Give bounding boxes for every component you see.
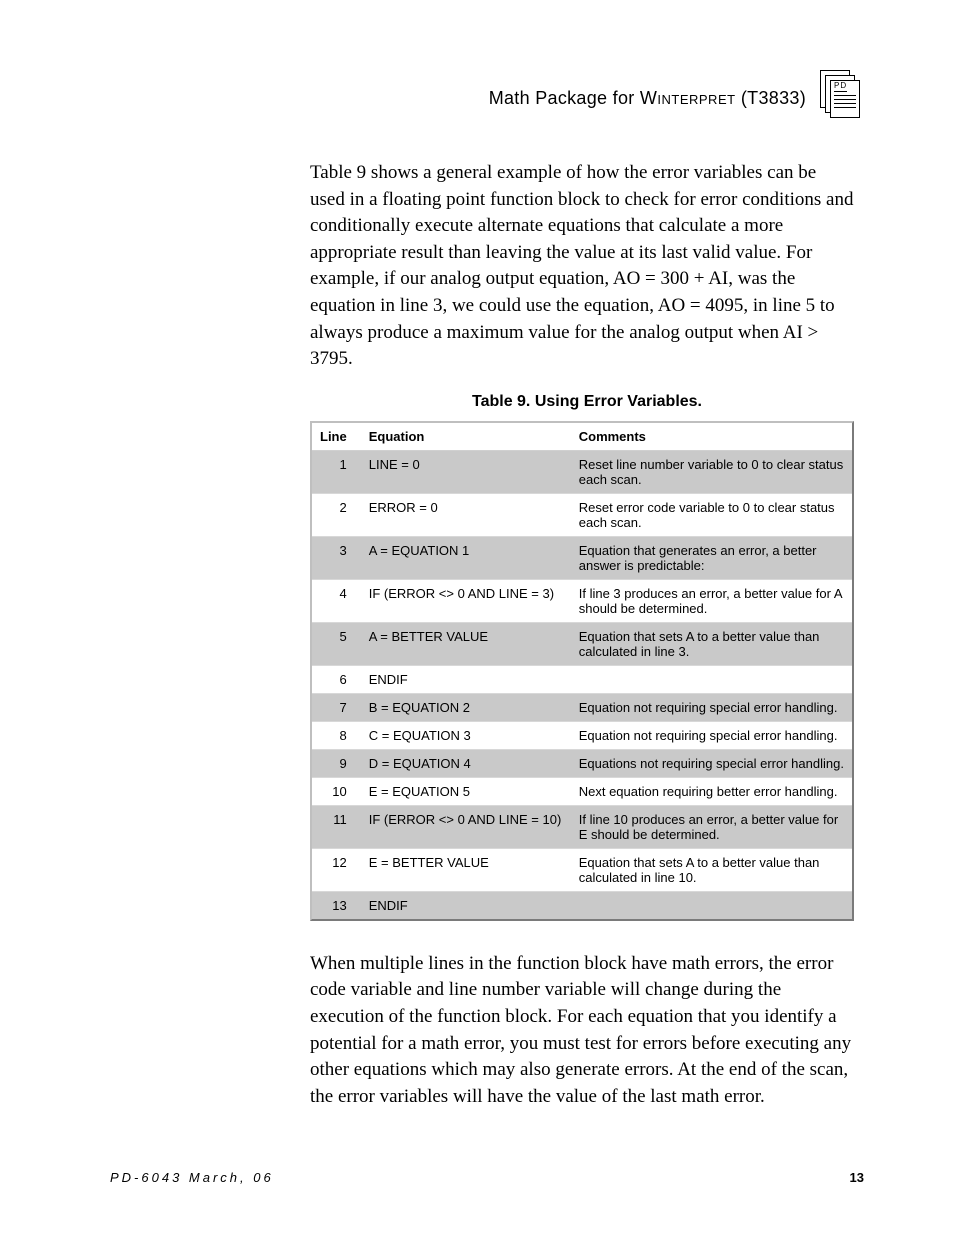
table-row: 4IF (ERROR <> 0 AND LINE = 3)If line 3 p…	[312, 579, 852, 622]
intro-paragraph: Table 9 shows a general example of how t…	[310, 160, 854, 373]
cell-line: 11	[312, 805, 361, 848]
error-variables-table-wrap: Line Equation Comments 1LINE = 0Reset li…	[310, 421, 854, 921]
footer-page-number: 13	[850, 1170, 864, 1185]
cell-line: 4	[312, 579, 361, 622]
cell-line: 5	[312, 622, 361, 665]
header-title: Math Package for Winterpret (T3833)	[489, 88, 806, 109]
cell-comment: Equation that generates an error, a bett…	[571, 536, 852, 579]
cell-line: 7	[312, 693, 361, 721]
col-header-line: Line	[312, 423, 361, 451]
cell-line: 10	[312, 777, 361, 805]
table-row: 13ENDIF	[312, 891, 852, 919]
footer-doc-id: PD-6043 March, 06	[110, 1170, 274, 1185]
cell-line: 9	[312, 749, 361, 777]
cell-equation: ERROR = 0	[361, 493, 571, 536]
cell-comment	[571, 665, 852, 693]
table-row: 5A = BETTER VALUEEquation that sets A to…	[312, 622, 852, 665]
table-caption: Table 9. Using Error Variables.	[310, 393, 864, 411]
cell-line: 3	[312, 536, 361, 579]
table-row: 10E = EQUATION 5Next equation requiring …	[312, 777, 852, 805]
table-row: 1LINE = 0Reset line number variable to 0…	[312, 450, 852, 493]
pd-icon-label: PD	[834, 82, 847, 92]
cell-equation: A = EQUATION 1	[361, 536, 571, 579]
table-row: 8C = EQUATION 3Equation not requiring sp…	[312, 721, 852, 749]
title-pre: Math Package for	[489, 88, 640, 108]
cell-equation: IF (ERROR <> 0 AND LINE = 3)	[361, 579, 571, 622]
cell-equation: E = BETTER VALUE	[361, 848, 571, 891]
cell-line: 8	[312, 721, 361, 749]
title-smallcaps: Winterpret	[640, 88, 736, 108]
table-row: 7B = EQUATION 2Equation not requiring sp…	[312, 693, 852, 721]
cell-line: 12	[312, 848, 361, 891]
cell-comment: If line 3 produces an error, a better va…	[571, 579, 852, 622]
error-variables-table: Line Equation Comments 1LINE = 0Reset li…	[312, 423, 852, 919]
table-header-row: Line Equation Comments	[312, 423, 852, 451]
cell-comment: Reset line number variable to 0 to clear…	[571, 450, 852, 493]
cell-equation: C = EQUATION 3	[361, 721, 571, 749]
table-row: 11IF (ERROR <> 0 AND LINE = 10)If line 1…	[312, 805, 852, 848]
cell-comment: Reset error code variable to 0 to clear …	[571, 493, 852, 536]
cell-comment: Equation not requiring special error han…	[571, 721, 852, 749]
cell-equation: D = EQUATION 4	[361, 749, 571, 777]
table-row: 6ENDIF	[312, 665, 852, 693]
title-code: (T3833)	[736, 88, 806, 108]
table-row: 9D = EQUATION 4Equations not requiring s…	[312, 749, 852, 777]
cell-line: 2	[312, 493, 361, 536]
col-header-comments: Comments	[571, 423, 852, 451]
cell-equation: LINE = 0	[361, 450, 571, 493]
pd-stack-icon: PD	[820, 70, 864, 120]
col-header-equation: Equation	[361, 423, 571, 451]
cell-comment: If line 10 produces an error, a better v…	[571, 805, 852, 848]
cell-line: 13	[312, 891, 361, 919]
cell-comment: Equation that sets A to a better value t…	[571, 848, 852, 891]
cell-equation: ENDIF	[361, 891, 571, 919]
cell-comment: Equation not requiring special error han…	[571, 693, 852, 721]
cell-comment: Equation that sets A to a better value t…	[571, 622, 852, 665]
cell-equation: B = EQUATION 2	[361, 693, 571, 721]
cell-comment: Equations not requiring special error ha…	[571, 749, 852, 777]
table-row: 12E = BETTER VALUEEquation that sets A t…	[312, 848, 852, 891]
cell-line: 1	[312, 450, 361, 493]
closing-paragraph: When multiple lines in the function bloc…	[310, 951, 854, 1111]
table-row: 2ERROR = 0Reset error code variable to 0…	[312, 493, 852, 536]
cell-equation: ENDIF	[361, 665, 571, 693]
table-row: 3A = EQUATION 1Equation that generates a…	[312, 536, 852, 579]
page-header: Math Package for Winterpret (T3833) PD	[110, 70, 864, 120]
cell-line: 6	[312, 665, 361, 693]
page-footer: PD-6043 March, 06 13	[110, 1170, 864, 1185]
cell-comment: Next equation requiring better error han…	[571, 777, 852, 805]
cell-equation: E = EQUATION 5	[361, 777, 571, 805]
cell-equation: A = BETTER VALUE	[361, 622, 571, 665]
cell-comment	[571, 891, 852, 919]
cell-equation: IF (ERROR <> 0 AND LINE = 10)	[361, 805, 571, 848]
